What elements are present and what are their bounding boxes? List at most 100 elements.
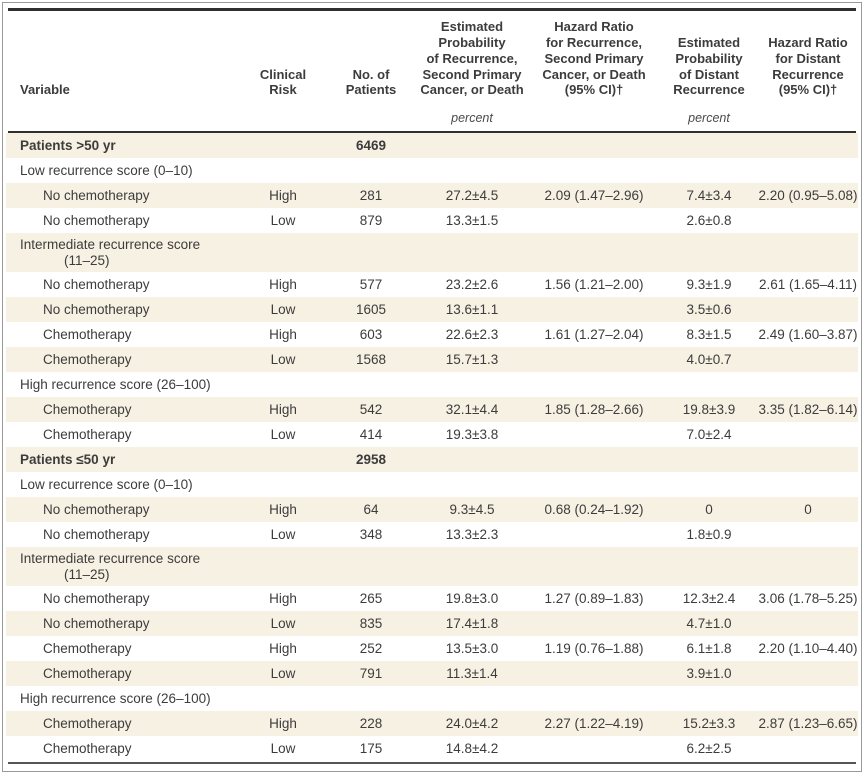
table-row: Chemotherapy Low 791 11.3±1.4 3.9±1.0 bbox=[6, 661, 858, 687]
num-patients-cell: 6469 bbox=[355, 137, 387, 153]
variable-cell: No chemotherapy bbox=[43, 615, 150, 631]
est-prob-distant-cell: 15.2±3.3 bbox=[682, 715, 736, 731]
table-row: No chemotherapy Low 348 13.3±2.3 1.8±0.9 bbox=[6, 522, 858, 547]
hazard-ratio-cell: 1.27 (0.89–1.83) bbox=[544, 590, 644, 606]
est-prob-cell: 13.3±1.5 bbox=[445, 212, 499, 228]
est-prob-cell: 23.2±2.6 bbox=[445, 276, 499, 292]
est-prob-cell: 22.6±2.3 bbox=[445, 326, 499, 342]
num-patients-cell: 1568 bbox=[355, 351, 387, 367]
num-patients-cell: 281 bbox=[359, 187, 383, 203]
units-percent-label: percent bbox=[451, 111, 493, 126]
variable-cell: High recurrence score (26–100) bbox=[20, 376, 211, 392]
hazard-ratio-cell: 0.68 (0.24–1.92) bbox=[544, 501, 644, 517]
est-prob-distant-cell: 3.9±1.0 bbox=[686, 665, 732, 681]
table-row: No chemotherapy High 281 27.2±4.5 2.09 (1.47… bbox=[6, 183, 858, 209]
hazard-ratio-distant-cell: 2.49 (1.60–3.87) bbox=[758, 326, 858, 342]
variable-cell: No chemotherapy bbox=[43, 187, 150, 203]
num-patients-cell: 1605 bbox=[355, 301, 387, 317]
est-prob-distant-cell: 1.8±0.9 bbox=[686, 526, 732, 542]
hazard-ratio-cell: 2.27 (1.22–4.19) bbox=[544, 715, 644, 731]
num-patients-cell: 175 bbox=[359, 740, 383, 756]
hazard-ratio-distant-cell: 0 bbox=[804, 501, 812, 517]
hazard-ratio-distant-cell: 2.61 (1.65–4.11) bbox=[758, 276, 858, 292]
table-row: Chemotherapy Low 1568 15.7±1.3 4.0±0.7 bbox=[6, 347, 858, 373]
variable-cell: Patients ≤50 yr bbox=[20, 451, 116, 467]
clinical-risk-cell: Low bbox=[270, 665, 296, 681]
variable-cell: No chemotherapy bbox=[43, 526, 150, 542]
est-prob-cell: 14.8±4.2 bbox=[445, 740, 499, 756]
est-prob-cell: 13.3±2.3 bbox=[445, 526, 499, 542]
table-row: High recurrence score (26–100) bbox=[6, 372, 858, 397]
variable-cell: Patients >50 yr bbox=[20, 137, 116, 153]
table-row: Low recurrence score (0–10) bbox=[6, 472, 858, 497]
est-prob-cell: 19.8±3.0 bbox=[445, 590, 499, 606]
hazard-ratio-distant-cell: 2.87 (1.23–6.65) bbox=[758, 715, 858, 731]
hazard-ratio-distant-cell: 3.06 (1.78–5.25) bbox=[758, 590, 858, 606]
num-patients-cell: 414 bbox=[359, 426, 383, 442]
est-prob-distant-cell: 9.3±1.9 bbox=[686, 276, 732, 292]
variable-cell: Chemotherapy bbox=[43, 326, 132, 342]
clinical-risk-cell: High bbox=[269, 187, 297, 203]
num-patients-cell: 348 bbox=[359, 526, 383, 542]
table-row: No chemotherapy High 64 9.3±4.5 0.68 (0.24–1… bbox=[6, 497, 858, 523]
column-header-hazard-ratio-recurrence: Hazard Ratio for Recurrence, Second Primar… bbox=[542, 19, 646, 98]
table-top-rule bbox=[8, 8, 856, 11]
est-prob-distant-cell: 4.0±0.7 bbox=[686, 351, 732, 367]
variable-cell: Chemotherapy bbox=[43, 426, 132, 442]
variable-cell: High recurrence score (26–100) bbox=[20, 690, 211, 706]
clinical-risk-cell: Low bbox=[270, 426, 296, 442]
hazard-ratio-cell: 1.61 (1.27–2.04) bbox=[544, 326, 644, 342]
est-prob-distant-cell: 0 bbox=[705, 501, 713, 517]
table-row: No chemotherapy High 265 19.8±3.0 1.27 (0.89… bbox=[6, 586, 858, 611]
est-prob-distant-cell: 7.4±3.4 bbox=[686, 187, 732, 203]
clinical-risk-cell: High bbox=[269, 640, 297, 656]
est-prob-distant-cell: 6.1±1.8 bbox=[686, 640, 732, 656]
clinical-risk-cell: Low bbox=[270, 351, 296, 367]
variable-cell: Chemotherapy bbox=[43, 351, 132, 367]
variable-cell: No chemotherapy bbox=[43, 212, 150, 228]
hazard-ratio-cell: 1.56 (1.21–2.00) bbox=[544, 276, 644, 292]
column-header-hazard-ratio-distant: Hazard Ratio for Distant Recurrence (95% CI… bbox=[768, 34, 848, 98]
clinical-risk-cell: Low bbox=[270, 615, 296, 631]
est-prob-distant-cell: 12.3±2.4 bbox=[682, 590, 736, 606]
variable-cell: No chemotherapy bbox=[43, 276, 150, 292]
est-prob-distant-cell: 8.3±1.5 bbox=[686, 326, 732, 342]
clinical-risk-cell: High bbox=[269, 326, 297, 342]
clinical-risk-cell: Low bbox=[270, 526, 296, 542]
clinical-risk-cell: Low bbox=[270, 740, 296, 756]
column-header-no-of-patients: No. of Patients bbox=[345, 66, 397, 98]
clinical-risk-cell: High bbox=[269, 590, 297, 606]
clinical-risk-cell: Low bbox=[270, 212, 296, 228]
est-prob-cell: 13.5±3.0 bbox=[445, 640, 499, 656]
header-row: Variable Clinical Risk No. of Patients Estima… bbox=[6, 11, 858, 105]
column-header-clinical-risk: Clinical Risk bbox=[259, 66, 307, 98]
variable-cell: Chemotherapy bbox=[43, 665, 132, 681]
clinical-risk-cell: High bbox=[269, 715, 297, 731]
table-row: Intermediate recurrence score (11–25) bbox=[6, 233, 858, 273]
num-patients-cell: 791 bbox=[359, 665, 383, 681]
est-prob-cell: 17.4±1.8 bbox=[445, 615, 499, 631]
clinical-risk-cell: High bbox=[269, 501, 297, 517]
est-prob-distant-cell: 3.5±0.6 bbox=[686, 301, 732, 317]
est-prob-distant-cell: 7.0±2.4 bbox=[686, 426, 732, 442]
table-row: Low recurrence score (0–10) bbox=[6, 158, 858, 183]
clinical-risk-cell: High bbox=[269, 401, 297, 417]
table-row: No chemotherapy Low 879 13.3±1.5 2.6±0.8 bbox=[6, 208, 858, 233]
hazard-ratio-distant-cell: 2.20 (0.95–5.08) bbox=[758, 187, 858, 203]
table-row: Chemotherapy High 603 22.6±2.3 1.61 (1.27–2.… bbox=[6, 322, 858, 347]
hazard-ratio-distant-cell: 3.35 (1.82–6.14) bbox=[758, 401, 858, 417]
table-row: High recurrence score (26–100) bbox=[6, 686, 858, 711]
est-prob-cell: 15.7±1.3 bbox=[445, 351, 499, 367]
est-prob-distant-cell: 4.7±1.0 bbox=[686, 615, 732, 631]
table-row: Chemotherapy High 252 13.5±3.0 1.19 (0.76–1.… bbox=[6, 636, 858, 661]
est-prob-cell: 11.3±1.4 bbox=[446, 665, 498, 681]
num-patients-cell: 228 bbox=[359, 715, 383, 731]
header-divider-rule bbox=[8, 131, 856, 134]
variable-cell: Chemotherapy bbox=[43, 640, 132, 656]
num-patients-cell: 835 bbox=[359, 615, 383, 631]
clinical-risk-cell: Low bbox=[270, 301, 296, 317]
variable-cell: No chemotherapy bbox=[43, 301, 150, 317]
est-prob-cell: 24.0±4.2 bbox=[445, 715, 499, 731]
variable-cell: Intermediate recurrence score (11–25) bbox=[20, 550, 201, 582]
column-header-est-prob-recurrence: Estimated Probability of Recurrence, Second… bbox=[420, 19, 524, 98]
